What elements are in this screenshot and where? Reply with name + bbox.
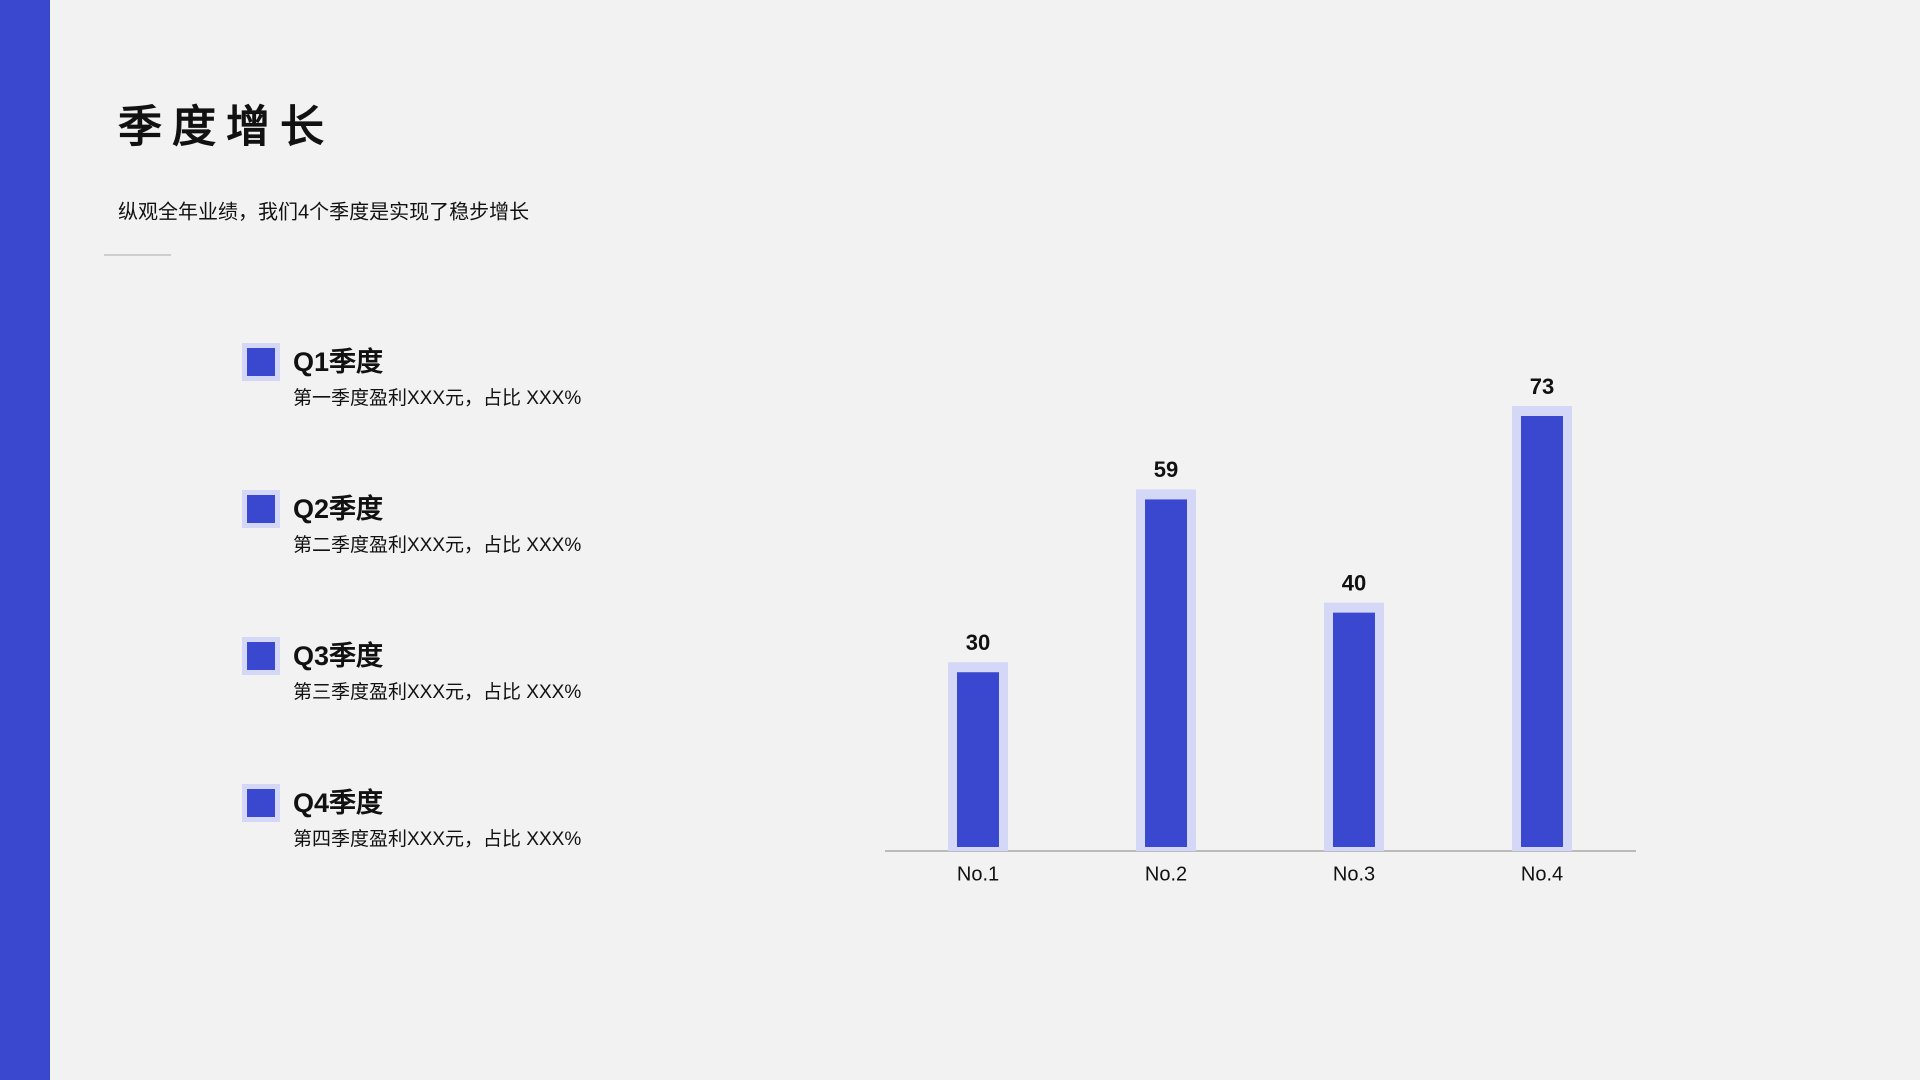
- item-title: Q2季度: [293, 493, 383, 524]
- x-tick-label: No.1: [957, 863, 999, 885]
- item-icon: [247, 495, 275, 523]
- item-text: 第二季度盈利XXX元，占比 XXX%: [293, 534, 581, 556]
- item-title: Q1季度: [293, 346, 383, 377]
- bar: [1521, 416, 1563, 847]
- x-tick-label: No.2: [1145, 863, 1187, 885]
- title: 季度增长: [118, 103, 334, 152]
- side-band: [0, 0, 50, 1080]
- value-label: 40: [1342, 570, 1366, 595]
- value-label: 59: [1154, 457, 1178, 482]
- x-tick-label: No.4: [1521, 863, 1563, 885]
- item-text: 第四季度盈利XXX元，占比 XXX%: [293, 828, 581, 850]
- value-label: 73: [1530, 374, 1554, 399]
- item-text: 第一季度盈利XXX元，占比 XXX%: [293, 387, 581, 409]
- item-icon: [247, 789, 275, 817]
- item-title: Q3季度: [293, 640, 383, 671]
- bar: [1333, 612, 1375, 847]
- item-icon: [247, 348, 275, 376]
- bar: [1145, 499, 1187, 847]
- subtitle: 纵观全年业绩，我们4个季度是实现了稳步增长: [118, 200, 529, 223]
- item-text: 第三季度盈利XXX元，占比 XXX%: [293, 681, 581, 703]
- item-title: Q4季度: [293, 787, 383, 818]
- value-label: 30: [966, 630, 990, 655]
- item-icon: [247, 642, 275, 670]
- bar: [957, 672, 999, 847]
- x-tick-label: No.3: [1333, 863, 1375, 885]
